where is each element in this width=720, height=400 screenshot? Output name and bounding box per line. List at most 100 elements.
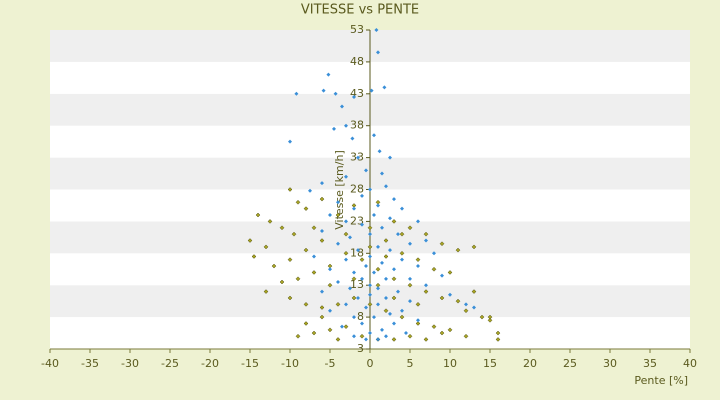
point [343, 231, 349, 237]
point [391, 337, 397, 342]
point [472, 305, 476, 310]
point [431, 324, 437, 330]
point [391, 219, 397, 224]
point [416, 264, 420, 269]
point [251, 254, 257, 259]
point [392, 321, 396, 326]
y-tick-label: 18 [350, 246, 364, 259]
point [439, 330, 445, 336]
point [376, 286, 380, 291]
point [388, 216, 392, 221]
point [247, 238, 253, 243]
point [432, 251, 436, 256]
point [344, 219, 348, 224]
x-tick-label: 20 [523, 357, 537, 370]
point [463, 333, 469, 339]
point [391, 276, 397, 282]
point [471, 244, 477, 250]
point [455, 247, 461, 253]
point [333, 91, 338, 96]
point [404, 331, 408, 336]
point [327, 282, 333, 288]
point [382, 85, 387, 90]
point [416, 318, 420, 323]
point [271, 263, 277, 269]
point [352, 206, 356, 211]
point [388, 248, 392, 253]
x-tick-label: 30 [603, 357, 617, 370]
point [335, 301, 341, 307]
point [287, 257, 293, 263]
chart-title: VITESSE vs PENTE [301, 3, 419, 18]
point [328, 267, 332, 272]
point [368, 254, 372, 259]
x-tick-label: 10 [443, 357, 457, 370]
point [367, 301, 373, 307]
point [380, 327, 384, 332]
point [321, 88, 326, 93]
point [471, 289, 477, 294]
x-axis-title: Pente [%] [634, 374, 688, 387]
point [464, 302, 468, 307]
y-axis-title: Vitesse [km/h] [333, 150, 346, 230]
point [294, 91, 299, 96]
point [350, 136, 355, 141]
point [356, 295, 360, 300]
point [415, 321, 421, 326]
y-tick-label: 13 [350, 278, 364, 291]
point [340, 104, 344, 109]
x-tick-label: 0 [367, 357, 374, 370]
point [391, 295, 397, 301]
point [368, 283, 372, 288]
point [376, 337, 380, 342]
point [335, 337, 341, 342]
point [303, 206, 309, 211]
point [431, 266, 437, 272]
x-tick-label: 15 [483, 357, 497, 370]
point [340, 324, 344, 329]
point [364, 337, 368, 342]
x-tick-label: -5 [325, 357, 336, 370]
point [448, 292, 452, 297]
point [343, 250, 349, 256]
point [396, 289, 400, 294]
point [287, 295, 293, 301]
point [351, 295, 357, 301]
point [495, 337, 501, 342]
point [487, 317, 493, 323]
point [380, 225, 384, 230]
point [303, 321, 309, 326]
point [384, 295, 388, 300]
point [287, 187, 293, 192]
point [312, 254, 316, 259]
x-tick-label: -40 [41, 357, 59, 370]
point [311, 330, 317, 336]
point [374, 28, 379, 32]
point [343, 324, 349, 330]
x-tick-label: -30 [121, 357, 139, 370]
point [479, 314, 485, 320]
x-tick-label: 35 [643, 357, 657, 370]
point [495, 330, 501, 336]
point [372, 133, 376, 138]
point [344, 174, 348, 179]
point [303, 247, 309, 253]
point [328, 213, 332, 218]
point [327, 327, 333, 333]
point [367, 244, 373, 250]
point [383, 238, 389, 243]
point [295, 333, 301, 339]
point [424, 238, 428, 243]
point [356, 248, 360, 253]
point [400, 257, 404, 262]
point [267, 219, 273, 224]
point [335, 212, 341, 218]
point [487, 314, 493, 320]
point [348, 235, 352, 240]
point [336, 200, 340, 205]
point [303, 301, 309, 307]
point [440, 273, 444, 278]
point [332, 126, 336, 131]
point [372, 270, 376, 275]
x-tick-label: -35 [81, 357, 99, 370]
